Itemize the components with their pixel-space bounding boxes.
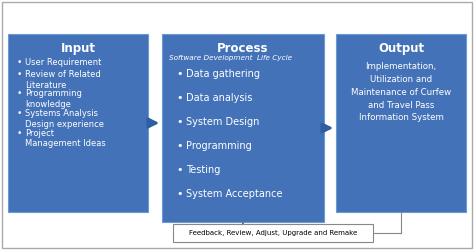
Bar [8,34,148,212]
Bar [173,224,373,242]
Bar [162,34,324,222]
Text: •: • [17,109,22,118]
Text: •: • [17,128,22,138]
Text: Programming: Programming [186,141,252,151]
Text: Data gathering: Data gathering [186,69,260,79]
Text: •: • [176,165,182,175]
Text: •: • [176,141,182,151]
Text: Software Development  Life Cycle: Software Development Life Cycle [169,55,292,61]
Text: Input: Input [61,42,95,55]
Text: User Requirement: User Requirement [25,58,101,67]
Text: •: • [176,93,182,103]
Text: Review of Related
Literature: Review of Related Literature [25,70,101,90]
Bar [336,34,466,212]
Text: Data analysis: Data analysis [186,93,252,103]
Text: Implementation,
Utilization and
Maintenance of Curfew
and Travel Pass
Informatio: Implementation, Utilization and Maintena… [351,62,451,122]
Text: System Acceptance: System Acceptance [186,189,283,199]
Text: Output: Output [378,42,424,55]
Text: •: • [176,117,182,127]
Text: •: • [176,189,182,199]
Text: •: • [176,69,182,79]
Text: •: • [17,90,22,98]
Text: Feedback, Review, Adjust, Upgrade and Remake: Feedback, Review, Adjust, Upgrade and Re… [189,230,357,236]
Text: Project
Management Ideas: Project Management Ideas [25,128,106,148]
Text: Process: Process [217,42,269,55]
Text: System Design: System Design [186,117,259,127]
Text: •: • [17,58,22,67]
Text: •: • [17,70,22,79]
Text: Testing: Testing [186,165,220,175]
Text: Systems Analysis
Design experience: Systems Analysis Design experience [25,109,104,129]
Text: Programming
knowledge: Programming knowledge [25,90,82,109]
